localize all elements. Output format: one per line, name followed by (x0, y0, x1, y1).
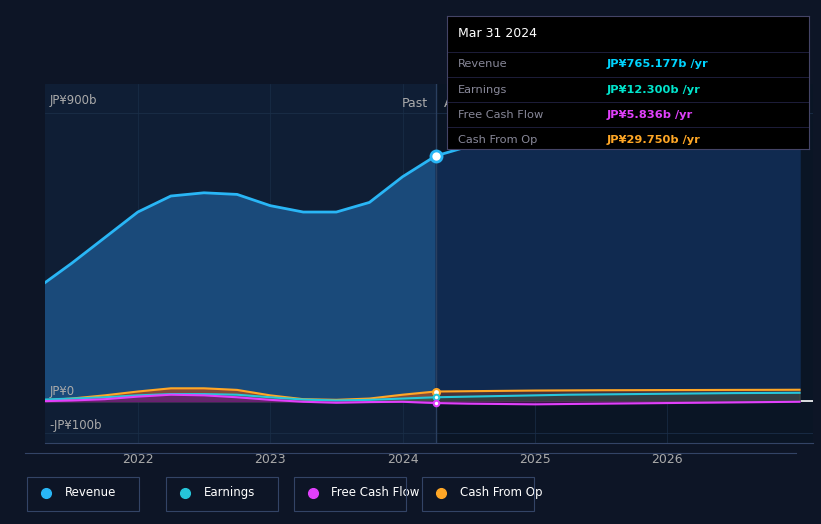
Bar (436, 84, 813, 443)
Text: Revenue: Revenue (458, 60, 508, 70)
Text: Earnings: Earnings (204, 486, 255, 499)
Text: JP¥5.836b /yr: JP¥5.836b /yr (607, 110, 693, 119)
Text: Free Cash Flow: Free Cash Flow (332, 486, 420, 499)
Text: Cash From Op: Cash From Op (458, 135, 538, 145)
Text: JP¥12.300b /yr: JP¥12.300b /yr (607, 85, 700, 95)
Text: -JP¥100b: -JP¥100b (49, 419, 102, 432)
Bar (45, 84, 436, 443)
Text: JP¥0: JP¥0 (49, 385, 74, 398)
Text: Past: Past (401, 96, 428, 110)
Text: Analysts Forecasts: Analysts Forecasts (443, 96, 560, 110)
Text: Free Cash Flow: Free Cash Flow (458, 110, 544, 119)
Text: JP¥900b: JP¥900b (49, 94, 97, 107)
Text: Cash From Op: Cash From Op (460, 486, 542, 499)
Text: JP¥29.750b /yr: JP¥29.750b /yr (607, 135, 700, 145)
Text: JP¥765.177b /yr: JP¥765.177b /yr (607, 60, 709, 70)
Text: Revenue: Revenue (65, 486, 116, 499)
Text: Earnings: Earnings (458, 85, 507, 95)
Text: Mar 31 2024: Mar 31 2024 (458, 27, 537, 40)
